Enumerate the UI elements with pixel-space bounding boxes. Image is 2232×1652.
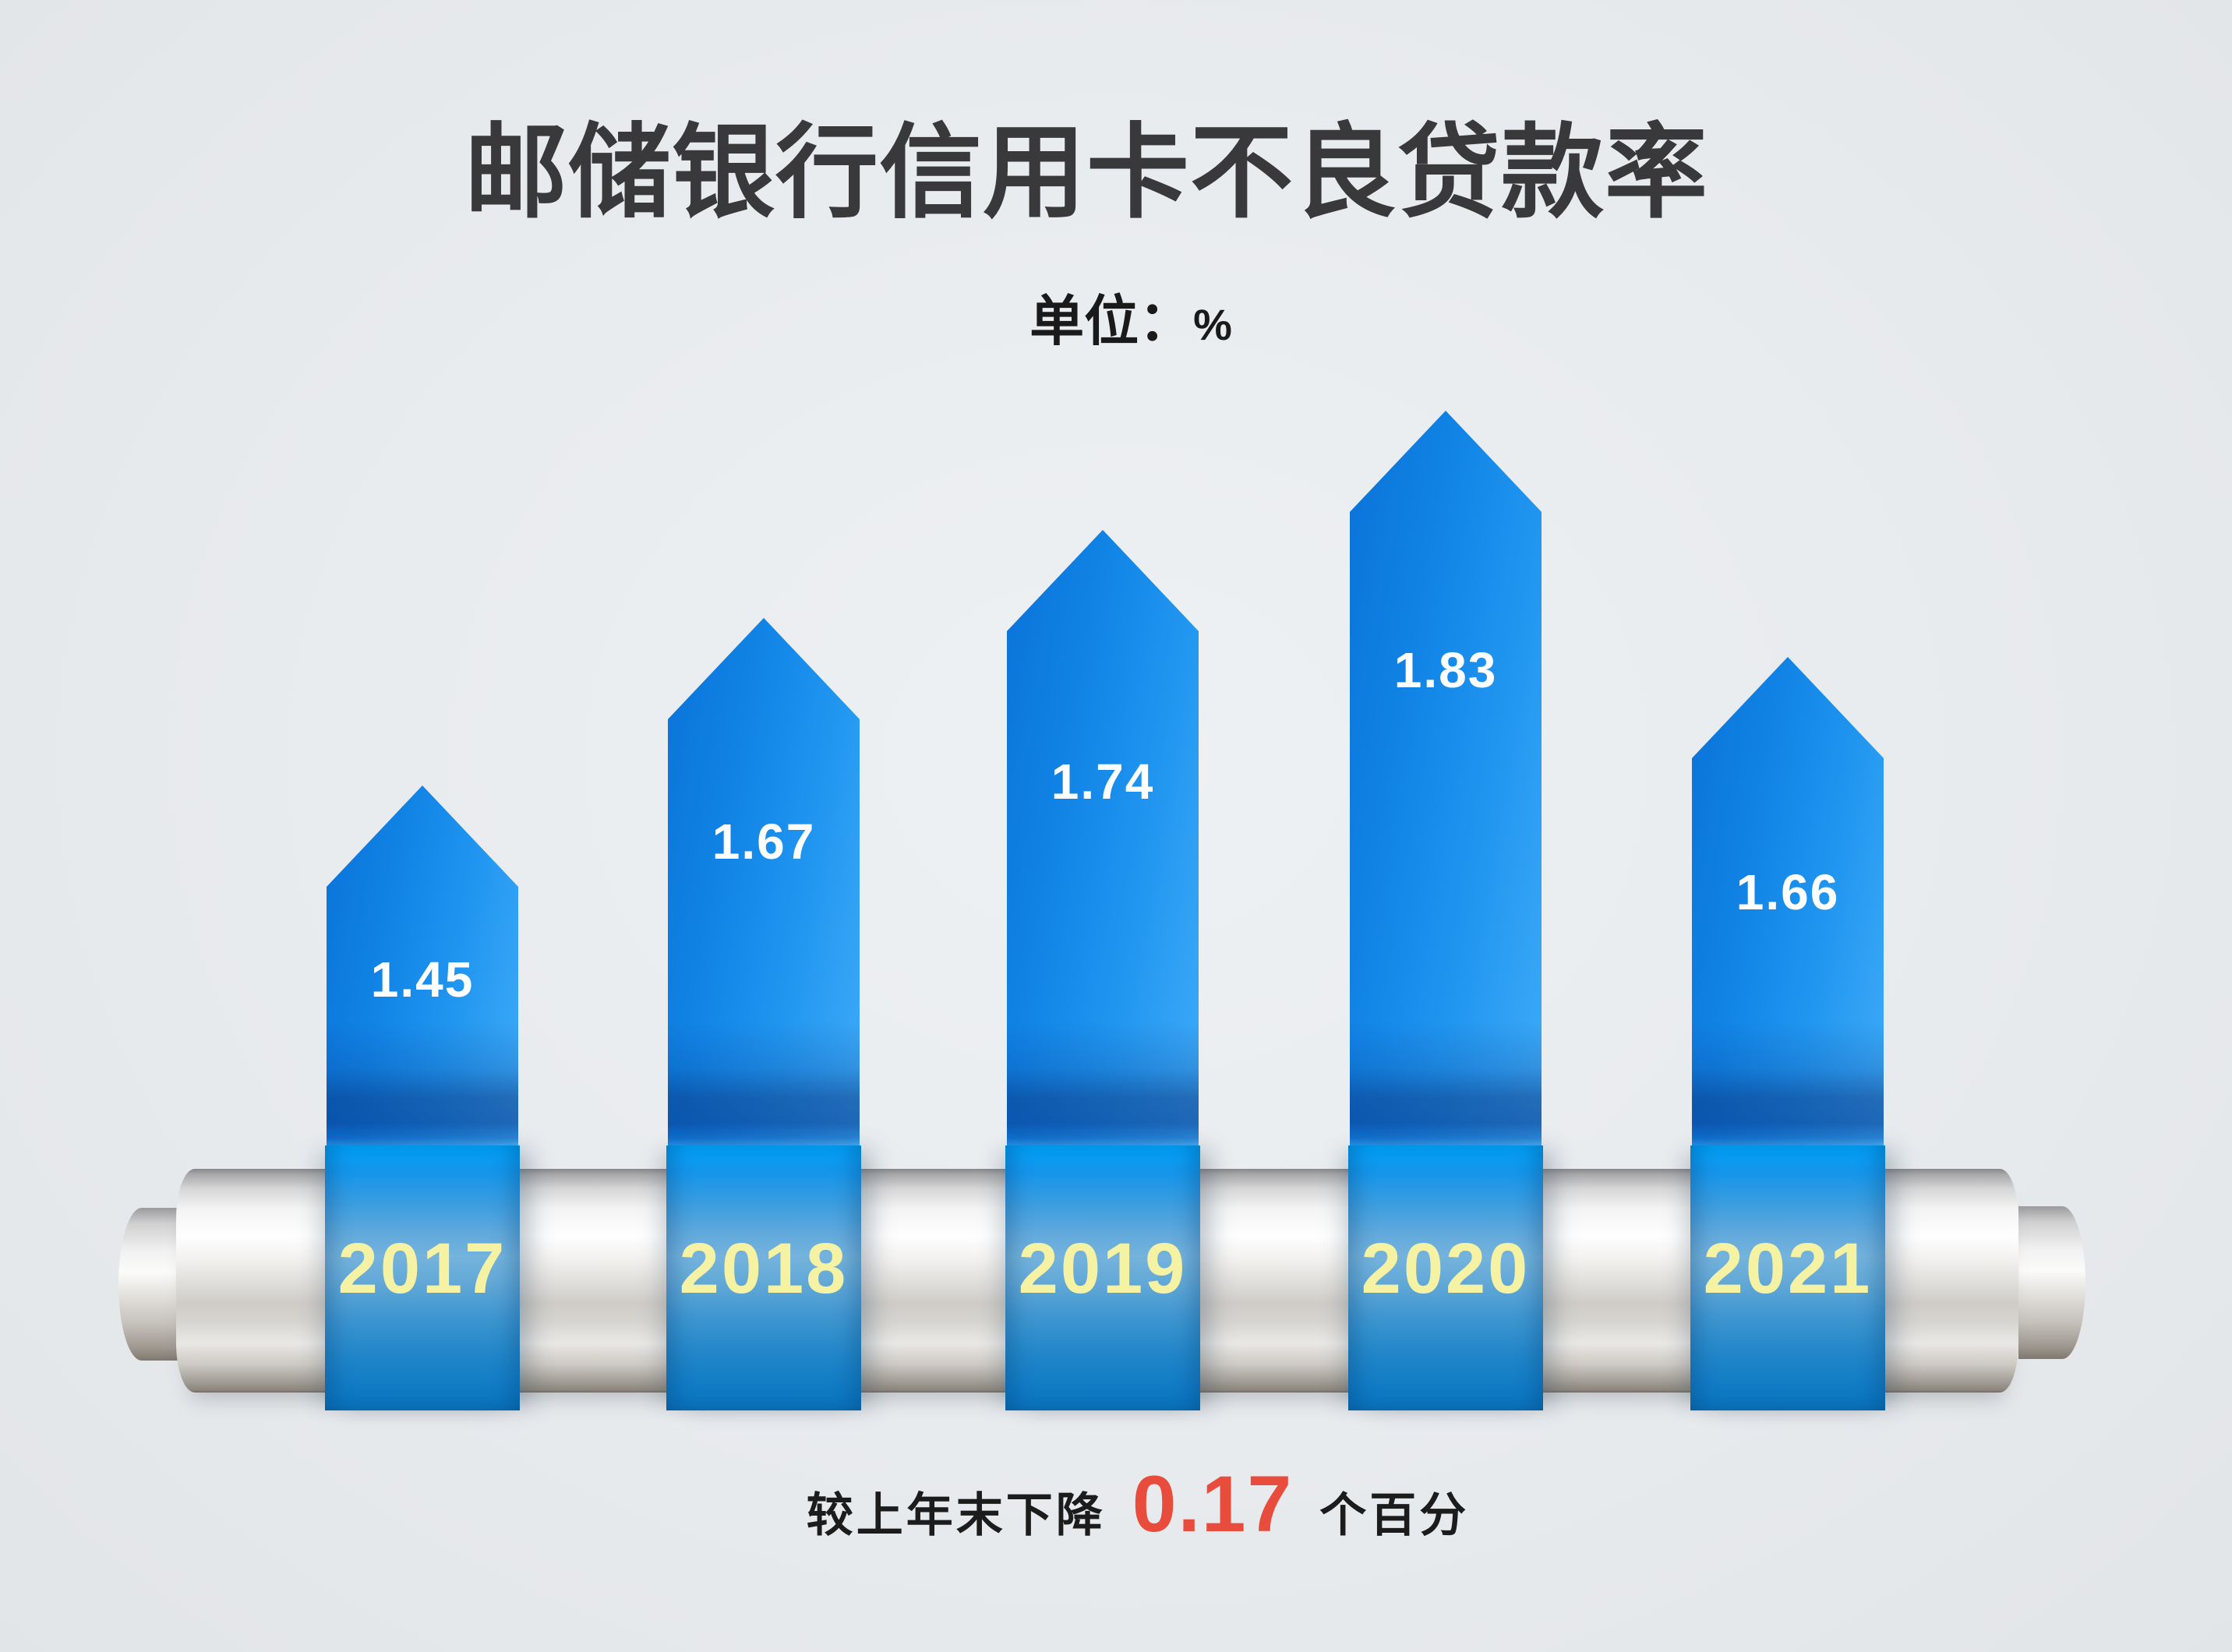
year-label-2021: 2021 xyxy=(1703,1229,1873,1308)
value-label-2021: 1.66 xyxy=(1736,864,1840,920)
year-label-2020: 2020 xyxy=(1361,1229,1531,1308)
footnote: 较上年末下降 0.17 个百分 xyxy=(0,1459,2232,1550)
unit-percent-sign: % xyxy=(1193,300,1232,349)
ribbon-2017: 2017 xyxy=(325,1145,520,1410)
bar-group-2018: 1.67 2018 xyxy=(666,0,861,1652)
bar-2021 xyxy=(1692,657,1884,1145)
ribbon-2019: 2019 xyxy=(1005,1145,1200,1410)
footnote-prefix: 较上年末下降 xyxy=(806,1489,1106,1541)
bar-group-2020: 1.83 2020 xyxy=(1348,0,1543,1652)
footnote-change-value: 0.17 xyxy=(1132,1460,1294,1548)
value-label-2019: 1.74 xyxy=(1051,754,1155,810)
ribbon-2020: 2020 xyxy=(1348,1145,1543,1410)
value-label-2018: 1.67 xyxy=(712,814,816,870)
pipe-right-cap xyxy=(2018,1206,2085,1359)
pipe-left-cap xyxy=(118,1208,182,1361)
value-label-2017: 1.45 xyxy=(370,951,475,1008)
footnote-suffix: 个百分 xyxy=(1319,1489,1470,1541)
bar-group-2017: 1.45 2017 xyxy=(325,0,520,1652)
value-label-2020: 1.83 xyxy=(1393,642,1498,698)
ribbon-2018: 2018 xyxy=(666,1145,861,1410)
bar-2020 xyxy=(1350,411,1542,1145)
year-label-2019: 2019 xyxy=(1018,1229,1188,1308)
bar-group-2021: 1.66 2021 xyxy=(1690,0,1885,1652)
unit-label: 单位： xyxy=(1029,291,1194,351)
year-label-2018: 2018 xyxy=(679,1229,849,1308)
unit-note: 单位：% xyxy=(15,293,2232,353)
bar-group-2019: 1.74 2019 xyxy=(1005,0,1200,1652)
chart-title: 邮储银行信用卡不良贷款率 xyxy=(464,115,1708,230)
year-label-2017: 2017 xyxy=(337,1229,507,1308)
bar-2018 xyxy=(668,618,860,1145)
ribbon-2021: 2021 xyxy=(1690,1145,1885,1410)
bar-2019 xyxy=(1007,530,1199,1145)
